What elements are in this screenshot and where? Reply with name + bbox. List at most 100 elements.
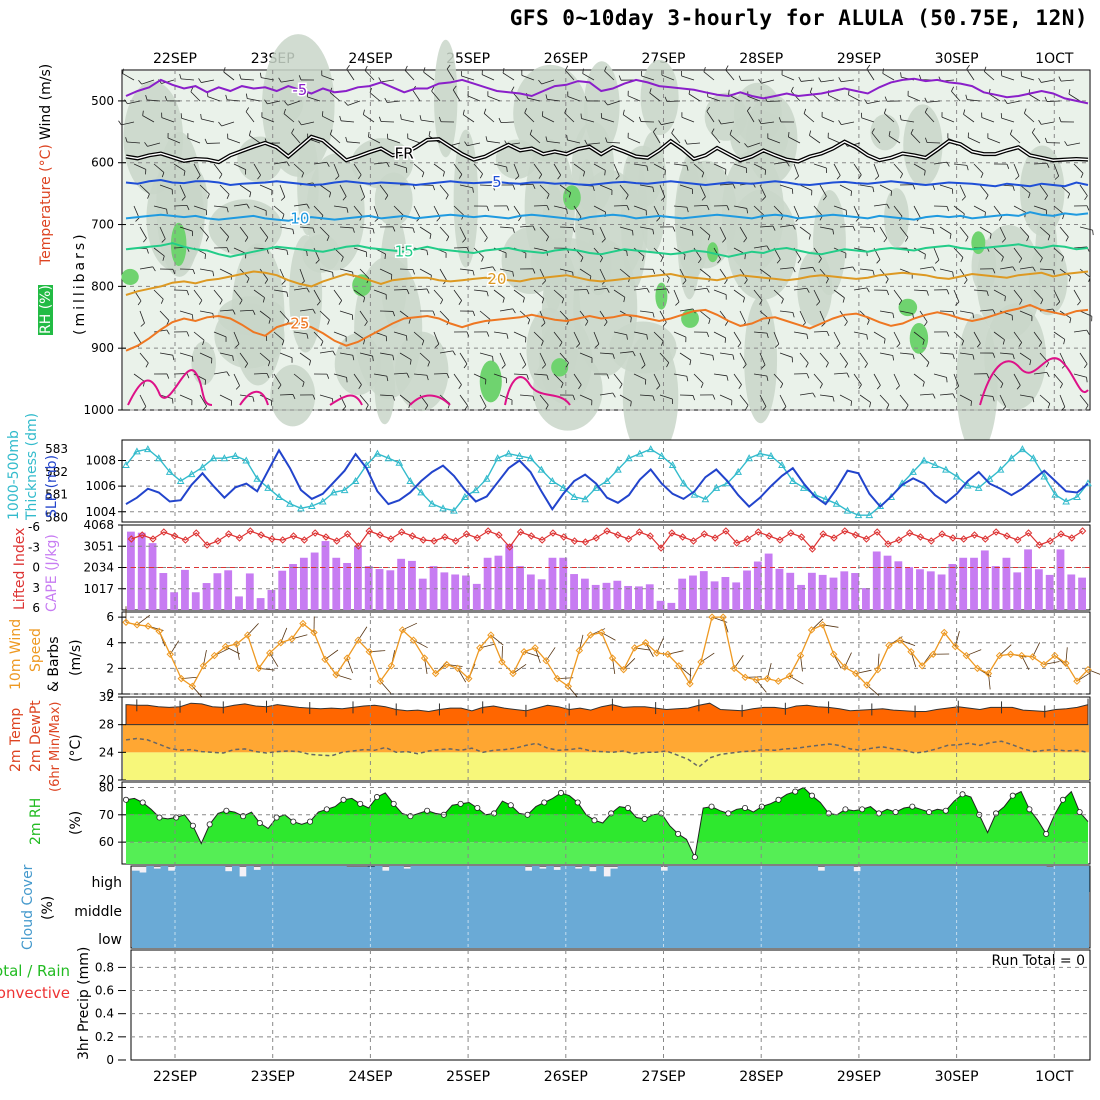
- lifted-index-point: [1003, 532, 1011, 540]
- rh-2m-point: [123, 796, 130, 803]
- cloud-high-bar: [1060, 866, 1069, 892]
- lifted-index-point: [462, 530, 471, 538]
- t2m-label-b: 2m DewPt: [28, 700, 44, 772]
- lifted-index-point: [614, 531, 622, 539]
- lifted-index-point: [916, 533, 925, 541]
- wind-speed-point: [863, 681, 871, 689]
- cape-bar: [1078, 577, 1086, 610]
- wind-speed-point: [730, 664, 738, 673]
- lifted-index-point: [722, 527, 730, 535]
- wind-speed-point: [409, 636, 418, 644]
- cloud-high-bar: [281, 866, 290, 892]
- cape-bar: [516, 566, 524, 610]
- wind-speed-point: [122, 618, 130, 626]
- cloud-high-bar: [331, 866, 340, 892]
- cloud-high-bar: [824, 866, 833, 892]
- date-label-bottom: 23SEP: [251, 1069, 295, 1085]
- cape-bar: [851, 573, 860, 610]
- wind-barb: [490, 634, 504, 646]
- rh-2m-point: [340, 796, 347, 803]
- thickness-point: [515, 451, 524, 459]
- thickness-point: [788, 476, 797, 484]
- lifted-index-point: [484, 527, 492, 535]
- cape-bar: [256, 598, 265, 610]
- wind-speed-point: [520, 648, 528, 656]
- cape-bar: [656, 600, 665, 610]
- cloud-high-bar: [410, 866, 419, 892]
- cape-bar: [829, 577, 838, 610]
- thickness-point: [122, 461, 130, 469]
- lifted-index-point: [603, 527, 611, 535]
- wind-speed-point: [553, 674, 561, 683]
- thickness-point: [286, 499, 294, 507]
- wind-speed-point: [476, 644, 484, 652]
- cloud-high-bar: [753, 866, 761, 892]
- lifted-index-point: [1046, 537, 1054, 545]
- cape-bar: [926, 571, 935, 610]
- wind-speed-point: [454, 664, 462, 673]
- cloud-level-low: low: [98, 932, 122, 948]
- thickness-point: [1040, 472, 1049, 480]
- lifted-index-point: [408, 532, 417, 540]
- cloud-high-bar: [1067, 866, 1076, 892]
- lifted-index-point: [430, 537, 438, 545]
- thickness-point: [1007, 454, 1016, 462]
- rh-2m-point: [256, 820, 263, 827]
- cloud-high-bar: [974, 866, 983, 892]
- wind-speed-point: [829, 650, 838, 658]
- cloud-high-bar: [717, 866, 726, 892]
- rh-2m-point: [742, 804, 749, 811]
- rh-2m-point: [357, 800, 364, 807]
- rh-2m-point: [675, 830, 682, 837]
- cape-bar: [699, 571, 708, 610]
- rh-2m-point: [574, 799, 581, 806]
- thickness-point: [187, 470, 196, 478]
- thickness-point: [504, 449, 513, 457]
- lifted-index-point: [787, 529, 795, 537]
- thickness-point: [209, 454, 218, 462]
- isotherm-label: -5: [292, 81, 307, 99]
- wind-speed-point: [874, 665, 882, 674]
- lifted-index-point: [127, 535, 136, 543]
- cloud-high-bar: [481, 866, 490, 892]
- lifted-index-point: [387, 535, 395, 543]
- thickness-point: [537, 465, 546, 473]
- thickness-point: [963, 481, 972, 489]
- rh-2m-point: [139, 799, 146, 806]
- date-label-bottom: 24SEP: [348, 1069, 392, 1085]
- rh-2m-point: [708, 803, 715, 810]
- wind-speed-point: [210, 651, 219, 660]
- cape-bar: [786, 572, 795, 610]
- wind-speed-point: [1006, 650, 1015, 658]
- isotherm-lines: -5 FR 5 10 15 20 25: [125, 77, 1089, 406]
- wind-tick-label: 0: [106, 687, 114, 701]
- wind-speed-point: [841, 663, 849, 671]
- lifted-index-point: [873, 528, 881, 536]
- cloud-high-bar: [1010, 866, 1019, 892]
- cape-bar: [397, 558, 406, 610]
- thickness-point: [351, 476, 360, 484]
- temp-band-yellow: [123, 752, 1089, 780]
- thickness-point: [843, 506, 852, 514]
- cloud-high-bar: [460, 866, 469, 892]
- wind-barb: [866, 684, 880, 696]
- thickness-slp-panel: 580 581 582 583 1004 1006 1008 1000-500mb Thic…: [6, 413, 1092, 524]
- thickness-point: [471, 486, 480, 494]
- lifted-index-cape-panel: -6 -3 0 3 6 1017 2034 3051 4068 Lifted Index CAP…: [12, 518, 1091, 615]
- wind-speed-point: [166, 650, 174, 658]
- isotherm-label: 20: [487, 270, 506, 288]
- wind-speed-point: [940, 628, 948, 637]
- isotherm-label: FR: [395, 144, 414, 162]
- wind-speed-point: [1051, 651, 1059, 660]
- precip-tick-label: 0.4: [95, 1007, 114, 1021]
- cloud-high-bar: [681, 866, 690, 892]
- precip-tick-label: 0.8: [95, 960, 114, 974]
- cape-bar: [148, 543, 157, 610]
- wind-speed-point: [641, 639, 650, 647]
- cloud-level-middle: middle: [74, 904, 122, 920]
- rh-2m-point: [792, 788, 799, 795]
- isotherm-freezing: [125, 136, 1089, 163]
- wind-speed-point: [597, 628, 606, 637]
- cloud-high-bar: [496, 866, 504, 892]
- wind-speed-point: [288, 635, 296, 643]
